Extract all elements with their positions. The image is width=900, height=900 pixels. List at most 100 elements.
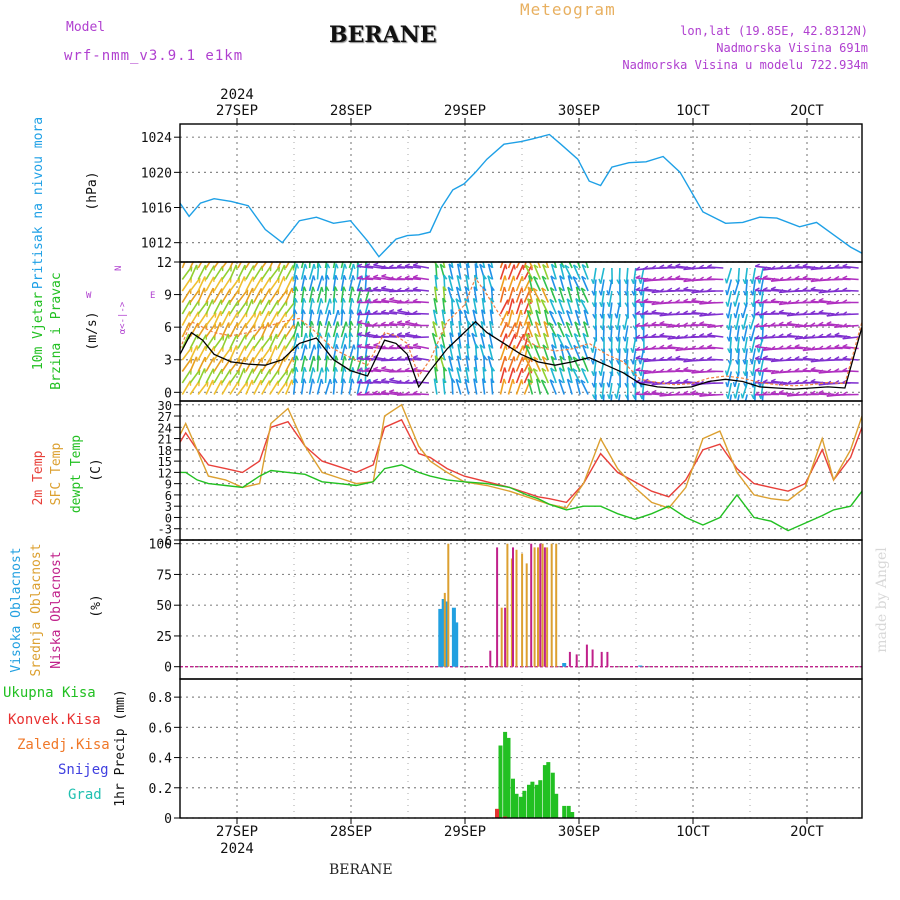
wind-arrow — [755, 345, 772, 350]
wind-arrow — [332, 367, 337, 384]
wind-arrow-head — [491, 366, 496, 372]
wind-arrow-head — [667, 355, 673, 360]
cloud-mid-bar — [541, 543, 544, 667]
wind-arrow-head — [480, 320, 486, 326]
wind-arrow — [542, 344, 550, 361]
wind-title-2: Brzina i Pravac — [49, 272, 64, 389]
wind-arrow — [412, 368, 429, 373]
wind-arrow-head — [458, 252, 461, 256]
wind-arrow — [488, 332, 494, 349]
pressure-tick-label: 1016 — [141, 202, 172, 217]
wind-arrow-head — [396, 332, 403, 336]
wind-arrow-head — [388, 288, 394, 293]
wind-arrow-head — [304, 263, 308, 269]
wind-arrow — [651, 323, 668, 327]
wind-arrow — [221, 299, 231, 315]
wind-arrow — [213, 380, 223, 395]
wind-arrow — [550, 263, 557, 280]
wind-arrow — [464, 286, 470, 303]
wind-arrow — [197, 356, 206, 372]
wind-arrow — [675, 265, 692, 269]
wind-arrow — [455, 378, 462, 395]
wind-arrow — [464, 378, 470, 395]
wind-arrow-head — [591, 302, 596, 308]
wind-arrow-head — [802, 355, 808, 359]
wind-arrow — [567, 275, 573, 292]
wind-arrow-head — [451, 378, 456, 384]
wind-arrow-head — [310, 252, 312, 256]
wind-arrow — [763, 289, 780, 292]
wind-arrow-head — [504, 367, 507, 373]
precip-legend-4: Grad — [68, 787, 102, 803]
wind-arrow-head — [635, 334, 641, 339]
wind-arrow-head — [842, 391, 848, 396]
wind-arrow-head — [310, 332, 314, 338]
wind-arrow — [373, 392, 390, 396]
wind-arrow — [269, 277, 280, 292]
wind-arrow — [752, 290, 756, 307]
wind-arrow — [580, 299, 589, 315]
wind-arrow-head — [599, 325, 604, 331]
wind-arrow-head — [504, 356, 508, 362]
temp-tick-label: 24 — [158, 421, 172, 435]
wind-arrow — [324, 309, 331, 326]
wind-arrow-head — [504, 264, 508, 270]
wind-arrow-head — [503, 378, 507, 384]
wind-arrow — [826, 347, 843, 350]
wind-arrow — [659, 346, 676, 350]
wind-arrow — [261, 262, 268, 269]
wind-arrow — [348, 355, 354, 372]
wind-arrow-head — [489, 320, 494, 326]
wind-arrow-head — [519, 321, 523, 327]
wind-arrow — [633, 359, 637, 376]
wind-arrow-head — [388, 276, 394, 281]
wind-arrow — [759, 359, 764, 376]
wind-arrow — [412, 288, 429, 292]
wind-arrow-head — [214, 312, 217, 318]
wind-arrow — [507, 367, 515, 384]
temp-tick-label: 30 — [158, 399, 172, 413]
wind-arrow — [412, 392, 429, 396]
wind-arrow-head — [465, 274, 470, 280]
bottom-station: BERANE — [329, 862, 393, 878]
wind-arrow-head — [302, 309, 306, 315]
wind-arrow — [221, 277, 232, 292]
wind-arrow — [667, 358, 684, 361]
wind-arrow-head — [456, 286, 461, 292]
wind-arrow-head — [651, 288, 657, 293]
wind-arrow — [365, 381, 382, 384]
wind-arrow — [592, 348, 597, 365]
wind-arrow-head — [342, 378, 347, 384]
wind-arrow-head — [456, 274, 462, 280]
wind-arrow — [348, 263, 355, 280]
wind-arrow-head — [506, 253, 507, 258]
cloud-low-title: Niska Oblacnost — [49, 551, 64, 668]
wind-tick-label: 9 — [164, 289, 172, 304]
svg-text:made by Angel: made by Angel — [874, 547, 890, 653]
wind-arrow-head — [356, 379, 362, 384]
wind-arrow-head — [683, 265, 689, 270]
wind-arrow — [770, 300, 788, 304]
wind-arrow-head — [318, 263, 322, 269]
precip-total-bar — [522, 790, 527, 818]
wind-arrow — [373, 300, 390, 304]
wind-arrow-head — [536, 298, 541, 303]
wind-arrow — [683, 312, 700, 315]
wind-arrow-head — [599, 394, 603, 400]
wind-arrow — [624, 325, 629, 342]
wind-arrow-head — [356, 355, 363, 360]
cloud-mid-bar — [443, 592, 446, 667]
wind-arrow — [253, 323, 265, 338]
wind-arrow-head — [794, 323, 800, 328]
wind-arrow-head — [770, 390, 776, 395]
wind-arrow-head — [441, 309, 447, 314]
wind-arrow-head — [707, 344, 713, 348]
wind-arrow-head — [474, 274, 479, 280]
wind-arrow-head — [606, 382, 610, 388]
wind-arrow-head — [581, 264, 587, 269]
wind-arrow-head — [303, 378, 307, 384]
wind-arrow — [308, 378, 314, 395]
wind-arrow — [245, 323, 256, 338]
wind-arrow-head — [341, 309, 346, 315]
wind-arrow-head — [275, 345, 278, 351]
